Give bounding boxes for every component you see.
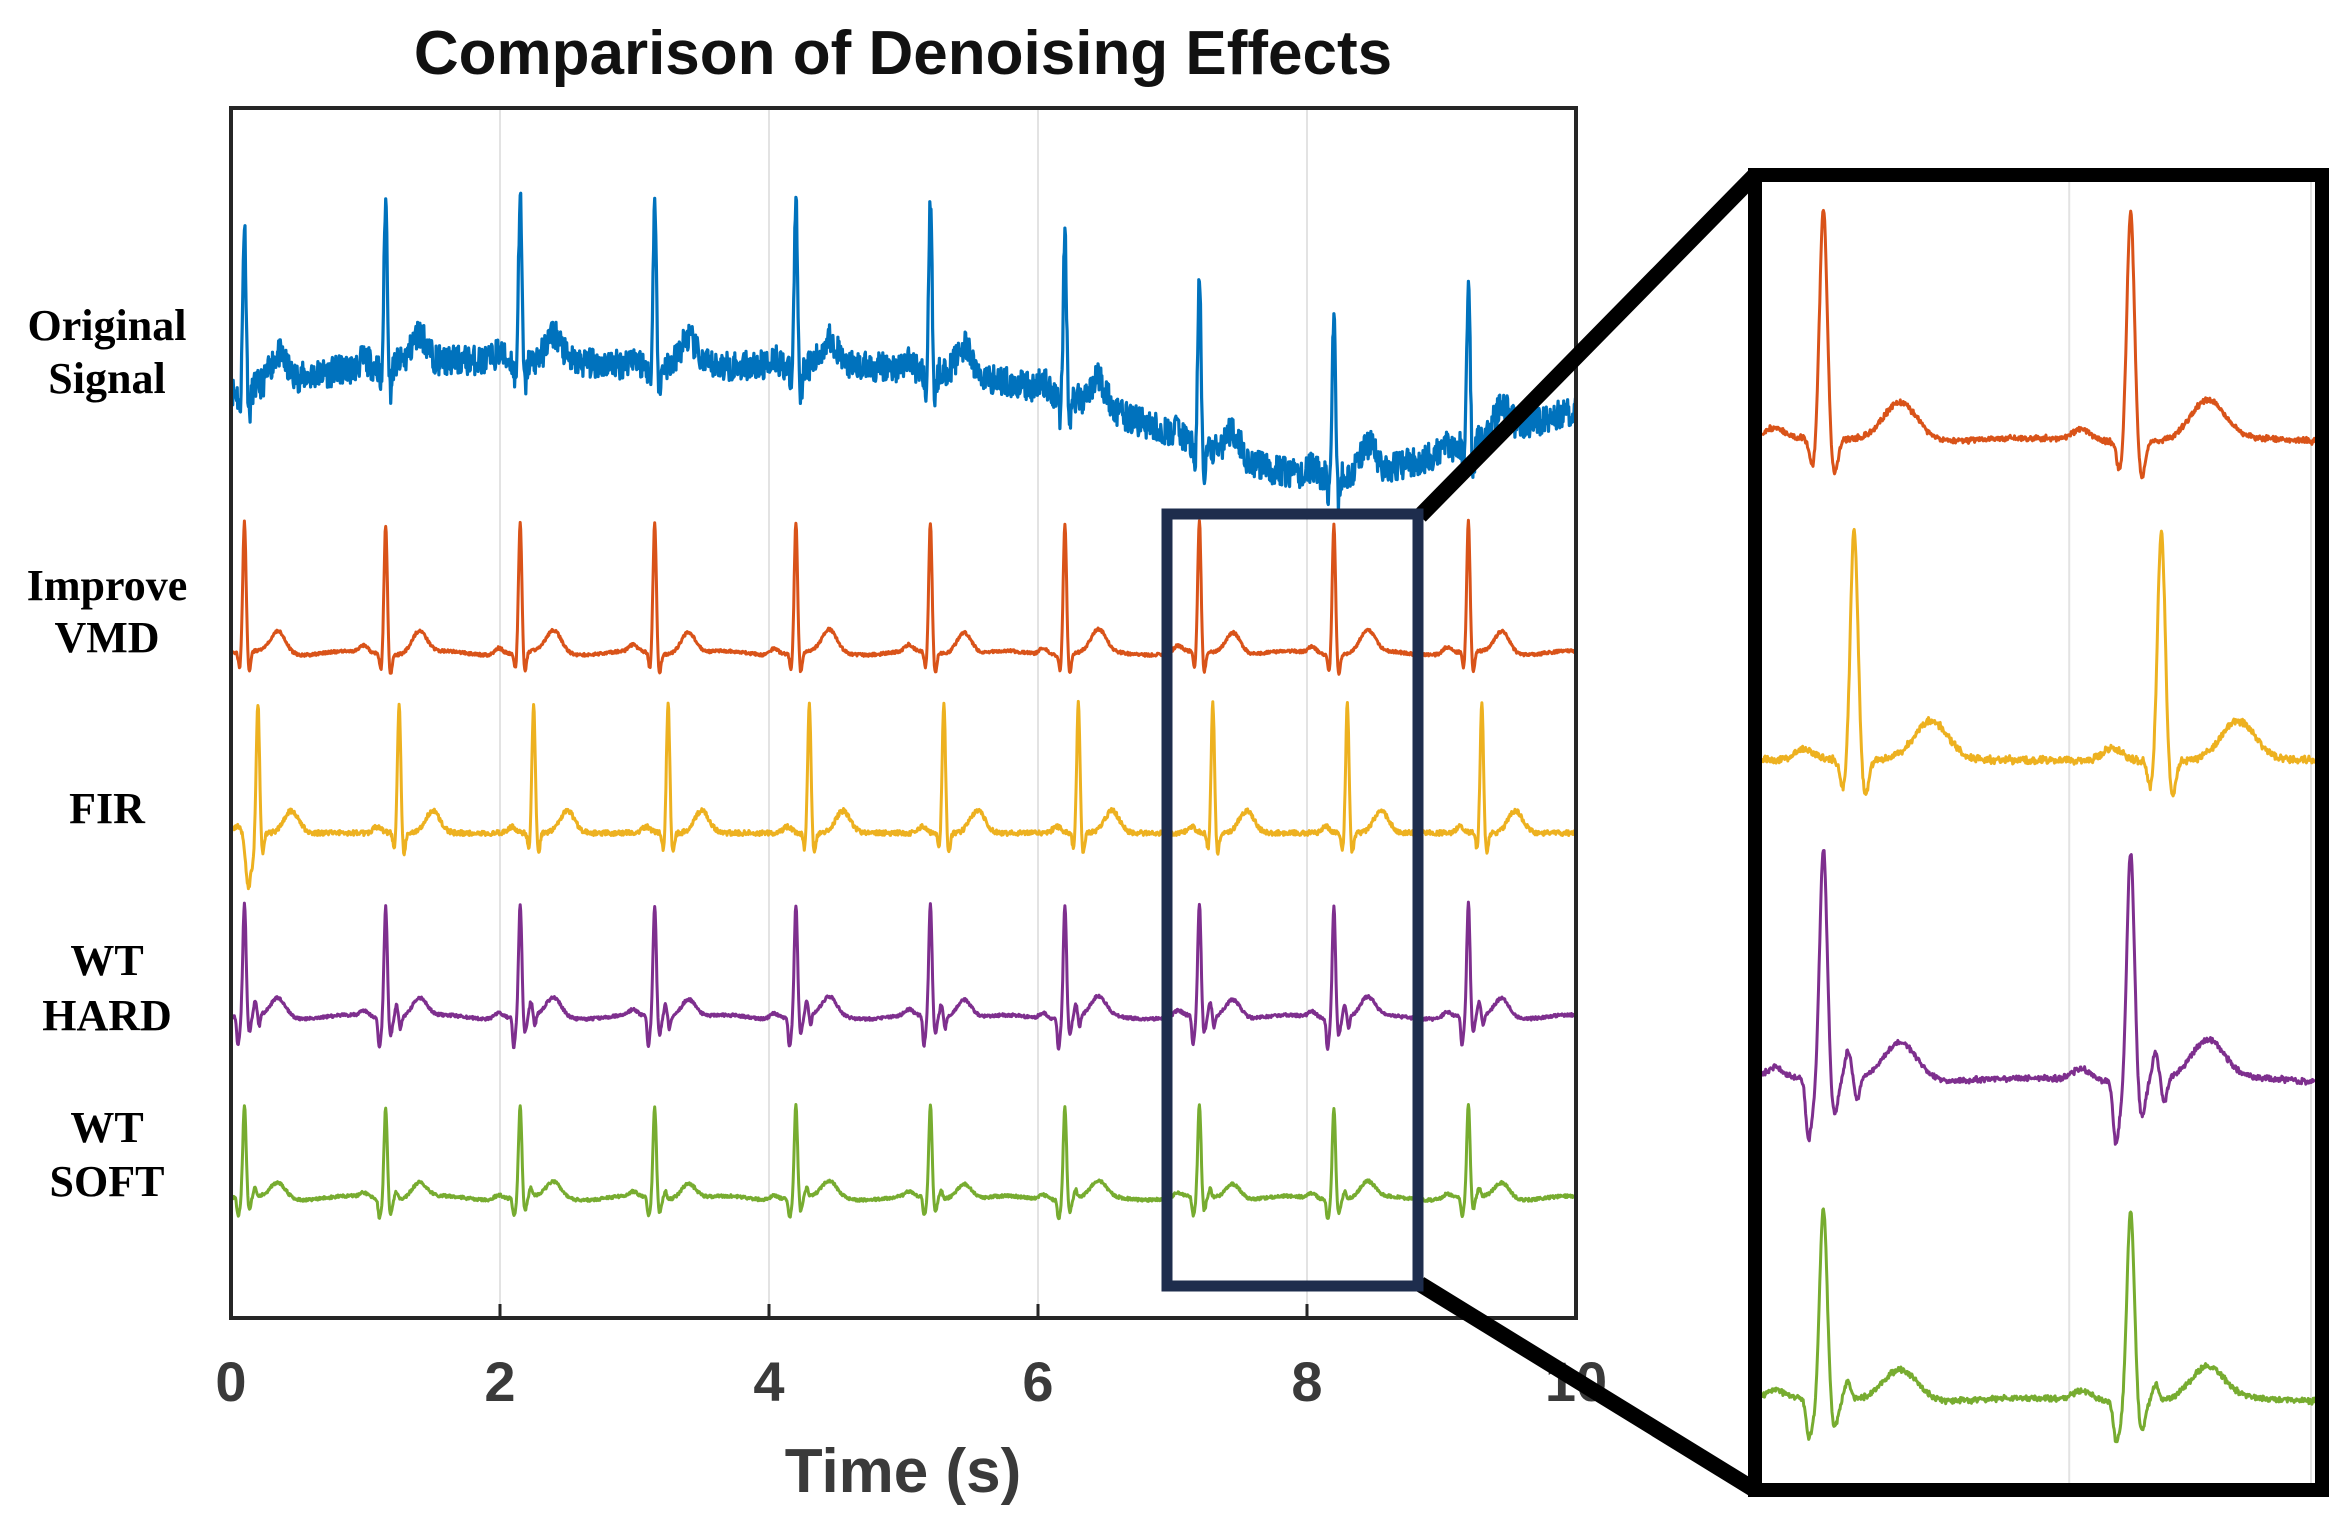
row-label-fir-1: FIR [69,784,146,833]
zoom-series-wt-hard [1760,849,2317,1146]
row-label-wt-hard-1: WT [70,936,143,985]
row-label-wt-hard-2: HARD [42,991,172,1040]
zoom-traces [1760,208,2317,1444]
x-tick-label-4: 4 [753,1350,784,1413]
x-tick-label-6: 6 [1022,1350,1053,1413]
x-tick-label-0: 0 [215,1350,246,1413]
x-axis-label: Time (s) [785,1437,1022,1506]
zoom-series-improve-vmd [1760,208,2317,480]
row-label-wt-soft-1: WT [70,1103,143,1152]
series-wt-soft [229,1103,1577,1221]
row-label-improve-vmd-2: VMD [54,613,159,662]
main-grid [499,108,1308,1318]
x-tick-label-2: 2 [484,1350,515,1413]
series-improve-vmd [229,518,1578,676]
series-wt-hard [229,900,1577,1051]
row-label-improve-vmd-1: Improve [27,561,188,610]
series-original-signal [229,191,1578,514]
zoom-grid [2068,182,2312,1483]
zoom-series-wt-soft [1760,1207,2317,1444]
main-traces [229,191,1578,1221]
x-tick-label-8: 8 [1291,1350,1322,1413]
zoom-connector-top [1414,169,1761,522]
zoom-inset-frame [1748,168,2329,1497]
x-axis-ticks: 0246810 [215,1304,1607,1413]
zoom-connector-bottom [1415,1277,1760,1497]
series-fir [229,699,1578,891]
zoom-series-fir [1760,527,2317,798]
row-label-original-signal-1: Original [28,301,187,350]
chart-title: Comparison of Denoising Effects [414,19,1392,88]
zoom-selection-box [1161,508,1424,1292]
row-label-wt-soft-2: SOFT [50,1157,165,1206]
row-label-original-signal-2: Signal [48,354,165,403]
main-plot-frame [229,106,1578,1320]
